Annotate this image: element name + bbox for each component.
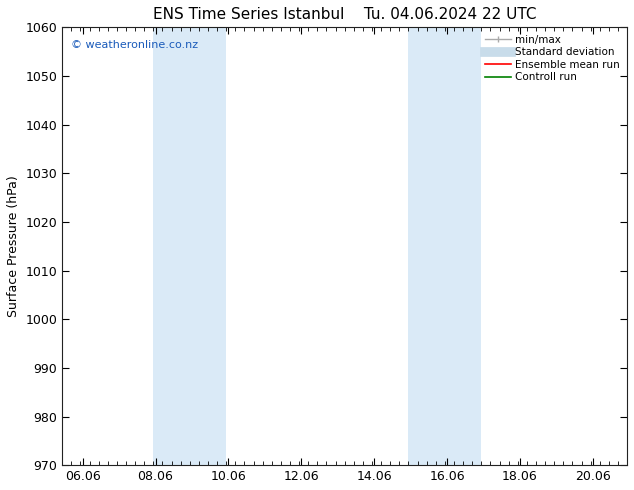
Title: ENS Time Series Istanbul    Tu. 04.06.2024 22 UTC: ENS Time Series Istanbul Tu. 04.06.2024 …: [153, 7, 536, 22]
Legend: min/max, Standard deviation, Ensemble mean run, Controll run: min/max, Standard deviation, Ensemble me…: [481, 30, 624, 87]
Bar: [153, 27, 226, 465]
Bar: [408, 27, 481, 465]
Y-axis label: Surface Pressure (hPa): Surface Pressure (hPa): [7, 175, 20, 317]
Text: © weatheronline.co.nz: © weatheronline.co.nz: [71, 40, 198, 50]
